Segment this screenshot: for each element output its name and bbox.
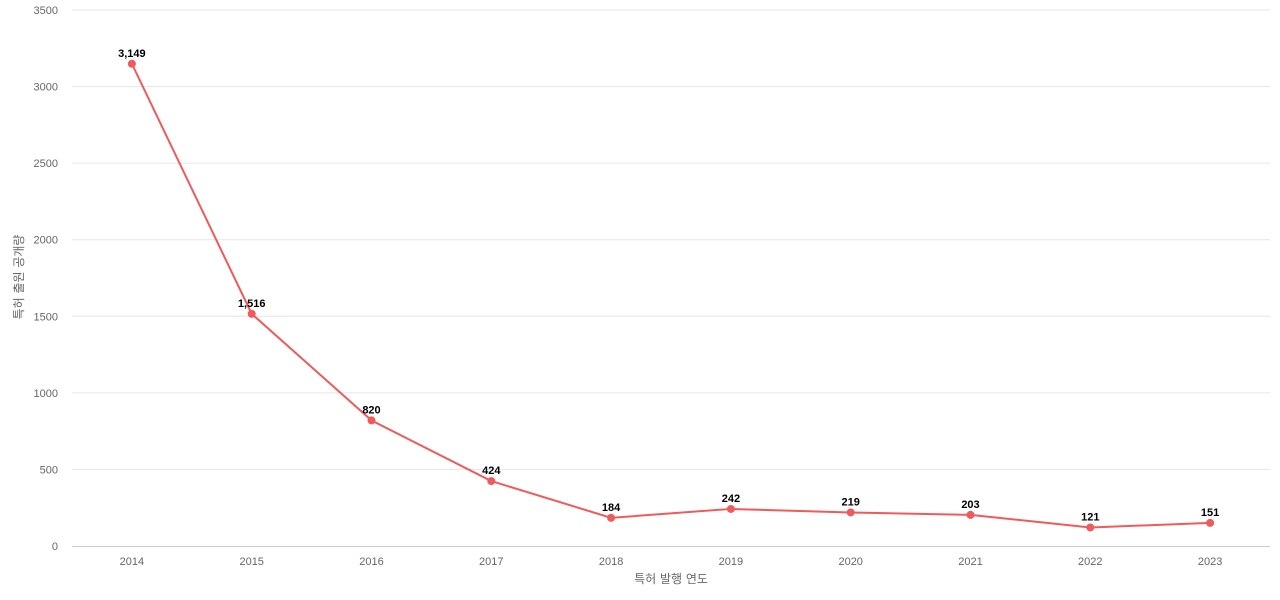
data-point — [367, 416, 376, 425]
y-axis-ticks: 0 500 1000 1500 2000 2500 3000 3500 — [34, 5, 58, 553]
data-label: 3,149 — [118, 48, 146, 60]
y-tick-label: 0 — [52, 541, 58, 553]
x-tick-label: 2019 — [719, 556, 743, 568]
data-label: 151 — [1201, 507, 1219, 519]
x-tick-label: 2018 — [599, 556, 623, 568]
gridlines — [72, 9, 1270, 470]
data-point — [607, 513, 616, 522]
x-axis-ticks: 2014 2015 2016 2017 2018 2019 2020 2021 2022 2023 — [120, 556, 1223, 568]
y-axis-title: 특허 출원 공개량 — [12, 235, 26, 320]
data-label: 1,516 — [238, 298, 266, 310]
x-tick-label: 2020 — [838, 556, 862, 568]
y-tick-label: 1500 — [34, 311, 58, 323]
series-line — [130, 63, 1211, 529]
x-tick-label: 2021 — [958, 556, 982, 568]
y-tick-label: 1000 — [34, 388, 58, 400]
x-axis-title: 특허 발행 연도 — [634, 571, 708, 586]
data-label: 820 — [362, 404, 380, 416]
data-label: 121 — [1081, 511, 1099, 523]
data-point — [247, 309, 256, 318]
x-tick-label: 2014 — [120, 556, 144, 568]
data-point — [726, 504, 735, 513]
x-tick-label: 2022 — [1078, 556, 1102, 568]
data-point — [487, 477, 496, 486]
y-tick-label: 500 — [40, 464, 58, 476]
x-tick-label: 2017 — [479, 556, 503, 568]
data-point — [966, 510, 975, 519]
data-points — [127, 59, 1215, 532]
data-point — [1206, 518, 1215, 527]
data-label: 203 — [961, 499, 979, 511]
data-label: 242 — [722, 493, 740, 505]
x-tick-label: 2016 — [359, 556, 383, 568]
y-tick-label: 3500 — [34, 5, 58, 17]
data-point — [1086, 523, 1095, 532]
series-line-group — [130, 63, 1211, 529]
data-point — [127, 59, 136, 68]
y-tick-label: 2500 — [34, 158, 58, 170]
x-tick-label: 2023 — [1198, 556, 1222, 568]
data-labels: 3,149 1,516 820 424 184 242 219 203 121 151 — [118, 48, 1219, 524]
data-label: 184 — [602, 502, 621, 514]
y-tick-label: 2000 — [34, 235, 58, 247]
data-point — [846, 508, 855, 517]
data-label: 219 — [842, 496, 860, 508]
y-tick-label: 3000 — [34, 82, 58, 94]
x-tick-label: 2015 — [239, 556, 263, 568]
data-label: 424 — [482, 465, 501, 477]
